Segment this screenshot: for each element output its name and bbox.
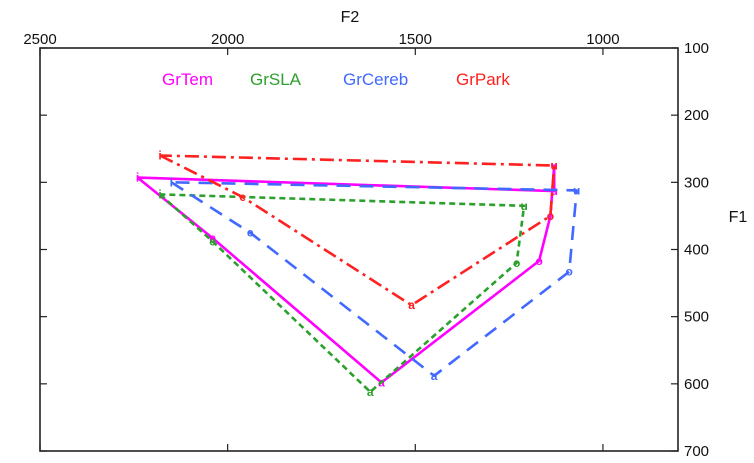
vowel-marker: o [513, 256, 520, 270]
vowel-marker: a [367, 385, 374, 399]
plot-frame [39, 47, 679, 452]
legend-entry-GrSLA: GrSLA [250, 70, 302, 89]
x-tick-label: 1500 [399, 31, 432, 48]
vowel-marker: e [209, 231, 216, 245]
y-tick-label: 600 [684, 376, 709, 393]
y-tick-label: 300 [684, 174, 709, 191]
vowel-marker: i [158, 148, 161, 162]
y-tick-label: 200 [684, 107, 709, 124]
y-tick-label: 700 [684, 443, 709, 460]
y-tick-label: 400 [684, 242, 709, 259]
vowel-marker: e [209, 234, 216, 248]
vowel-marker: e [247, 226, 254, 240]
vowel-marker: i [136, 171, 139, 185]
series-line-GrPark [159, 154, 556, 307]
legend-entry-GrPark: GrPark [456, 70, 510, 89]
x-tick-label: 2000 [211, 31, 244, 48]
vowel-marker: u [550, 159, 557, 173]
y-tick-label: 100 [684, 40, 709, 57]
vowel-marker: o [547, 209, 554, 223]
vowel-marker: a [431, 369, 438, 383]
legend-entry-GrTem: GrTem [162, 70, 213, 89]
vowel-marker: o [535, 254, 542, 268]
vowel-marker: u [550, 159, 557, 173]
x-axis-title: F2 [341, 9, 360, 26]
legend-entry-GrCereb: GrCereb [343, 70, 408, 89]
series-line-GrTem [136, 164, 556, 384]
x-tick-label: 1000 [586, 31, 619, 48]
series-line-GrCereb [170, 181, 579, 378]
vowel-marker: u [520, 199, 527, 213]
x-tick-label: 2500 [23, 31, 56, 48]
y-axis-title: F1 [729, 209, 748, 226]
y-tick-label: 500 [684, 309, 709, 326]
vowel-marker: i [158, 187, 161, 201]
vowel-marker: o [565, 265, 572, 279]
vowel-marker: u [573, 183, 580, 197]
vowel-marker: a [408, 298, 415, 312]
vowel-marker: i [170, 175, 173, 189]
legend: GrTem GrSLA GrCereb GrPark [162, 70, 510, 89]
series-line-GrSLA [159, 193, 526, 394]
vowel-marker: e [239, 190, 246, 204]
vowel-marker: o [547, 209, 554, 223]
axis-layer: 2500 2000 1500 1000 100 200 300 400 500 600 700 [23, 31, 709, 460]
